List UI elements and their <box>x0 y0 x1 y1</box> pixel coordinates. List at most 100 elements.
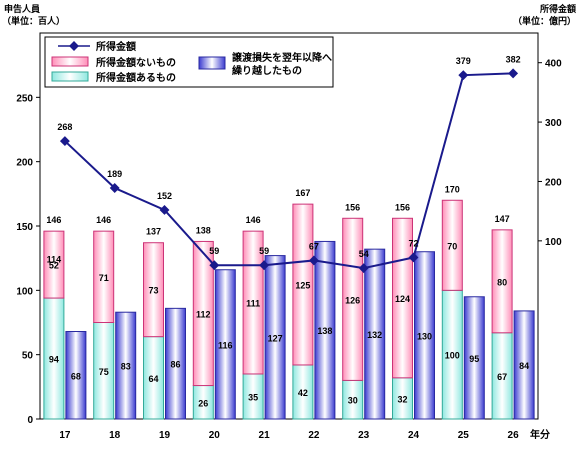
pink-value-label: 80 <box>497 277 507 287</box>
line-value-label: 59 <box>209 246 219 256</box>
total-value-label: 138 <box>196 225 211 235</box>
blue-value-label: 86 <box>170 360 180 370</box>
category-label: 26 <box>508 430 520 441</box>
cyan-value-label: 30 <box>348 396 358 406</box>
pink-value-label: 73 <box>148 286 158 296</box>
bar-pink <box>43 230 65 299</box>
category-label: 18 <box>109 430 121 441</box>
blue-value-label: 68 <box>71 371 81 381</box>
bar-series <box>43 199 535 420</box>
pink-value-label: 71 <box>99 273 109 283</box>
line-point-marker <box>358 263 369 274</box>
left-tick-label: 250 <box>16 93 33 104</box>
line-value-label: 152 <box>157 191 172 201</box>
legend-pink-swatch <box>51 56 89 67</box>
legend-diamond-marker <box>69 41 79 51</box>
legend-cyan-swatch <box>51 71 89 82</box>
category-label: 17 <box>59 430 71 441</box>
cyan-value-label: 75 <box>99 367 109 377</box>
bar-pink <box>491 229 513 334</box>
left-axis-unit: （単位：百人） <box>2 15 65 26</box>
blue-value-label: 138 <box>317 326 332 336</box>
line-value-label: 72 <box>408 238 418 248</box>
data-labels: 94 52 146 68 75 71 146 83 64 73 137 86 26 112 138 116 35… <box>46 54 529 408</box>
left-tick-label: 100 <box>16 286 33 297</box>
bar-blue <box>264 255 286 420</box>
pink-value-label: 70 <box>447 241 457 251</box>
blue-value-label: 84 <box>519 361 529 371</box>
total-value-label: 137 <box>146 227 161 237</box>
right-axis-title: 所得金額 <box>540 3 576 14</box>
category-label: 20 <box>209 430 221 441</box>
left-tick-label: 150 <box>16 222 33 233</box>
category-labels: 17 18 19 20 21 22 23 24 25 26 <box>59 430 519 441</box>
blue-value-label: 132 <box>367 330 382 340</box>
total-value-label: 146 <box>96 215 111 225</box>
line-value-label: 382 <box>506 54 521 64</box>
right-tick-label: 200 <box>545 177 562 188</box>
bar-pink <box>292 203 314 366</box>
cyan-value-label: 32 <box>397 394 407 404</box>
category-label: 25 <box>458 430 470 441</box>
legend-box <box>44 36 334 88</box>
legend: 所得金額 所得金額ないもの 所得金額あるもの 譲渡損失を翌年以降へ 繰り越したも… <box>44 36 334 88</box>
line-point-marker <box>209 260 220 271</box>
blue-value-label: 116 <box>218 340 233 350</box>
total-value-label: 170 <box>445 184 460 194</box>
line-value-label: 54 <box>359 249 369 259</box>
line-value-label: 59 <box>259 246 269 256</box>
bar-blue <box>314 240 336 420</box>
bar-blue <box>414 251 435 420</box>
category-label: 21 <box>259 430 271 441</box>
legend-pink-label: 所得金額ないもの <box>96 56 176 69</box>
pink-value-label: 52 <box>49 261 59 271</box>
legend-cyan-label: 所得金額あるもの <box>96 71 176 84</box>
pink-value-label: 125 <box>295 281 310 291</box>
total-value-label: 167 <box>295 188 310 198</box>
bar-pink <box>441 199 463 291</box>
legend-blue-label-1: 譲渡損失を翌年以降へ <box>232 51 332 64</box>
line-value-label: 268 <box>57 122 72 132</box>
total-value-label: 146 <box>46 215 61 225</box>
line-value-label: 67 <box>309 241 319 251</box>
line-point-marker <box>408 252 419 263</box>
line-value-label: 379 <box>456 56 471 66</box>
bar-blue <box>463 296 485 420</box>
line-series <box>59 68 519 274</box>
bar-blue <box>165 307 186 420</box>
total-value-label: 156 <box>345 202 360 212</box>
bar-blue <box>214 269 236 420</box>
cyan-value-label: 67 <box>497 372 507 382</box>
category-label: 23 <box>358 430 370 441</box>
bar-blue <box>513 310 535 420</box>
category-label: 19 <box>159 430 171 441</box>
overlap-value-label: 114 <box>47 255 62 265</box>
left-axis-title: 申告人員 <box>4 3 40 14</box>
right-tick-label: 300 <box>545 118 562 129</box>
x-axis-unit: 年分 <box>530 428 550 441</box>
bar-pink <box>342 217 364 381</box>
pink-value-label: 126 <box>345 295 360 305</box>
category-label: 24 <box>408 430 420 441</box>
left-tick-label: 0 <box>27 415 33 426</box>
right-axis-unit: （単位：億円） <box>513 15 576 26</box>
right-axis-ticks: 100 200 300 400 <box>538 59 562 248</box>
left-tick-label: 200 <box>16 158 33 169</box>
legend-line-label: 所得金額 <box>96 40 136 53</box>
category-label: 22 <box>308 430 320 441</box>
cyan-value-label: 26 <box>198 398 208 408</box>
bar-pink <box>93 230 115 323</box>
cyan-value-label: 42 <box>298 388 308 398</box>
line-point-marker <box>458 70 469 81</box>
right-tick-label: 100 <box>545 237 562 248</box>
bar-pink <box>242 230 264 375</box>
blue-value-label: 83 <box>121 362 131 372</box>
plot-frame <box>39 32 539 420</box>
bar-pink <box>143 242 164 338</box>
total-value-label: 146 <box>246 215 261 225</box>
blue-value-label: 95 <box>469 354 479 364</box>
bar-blue <box>115 311 137 420</box>
left-axis-ticks: 0 50 100 150 200 250 <box>16 93 40 426</box>
